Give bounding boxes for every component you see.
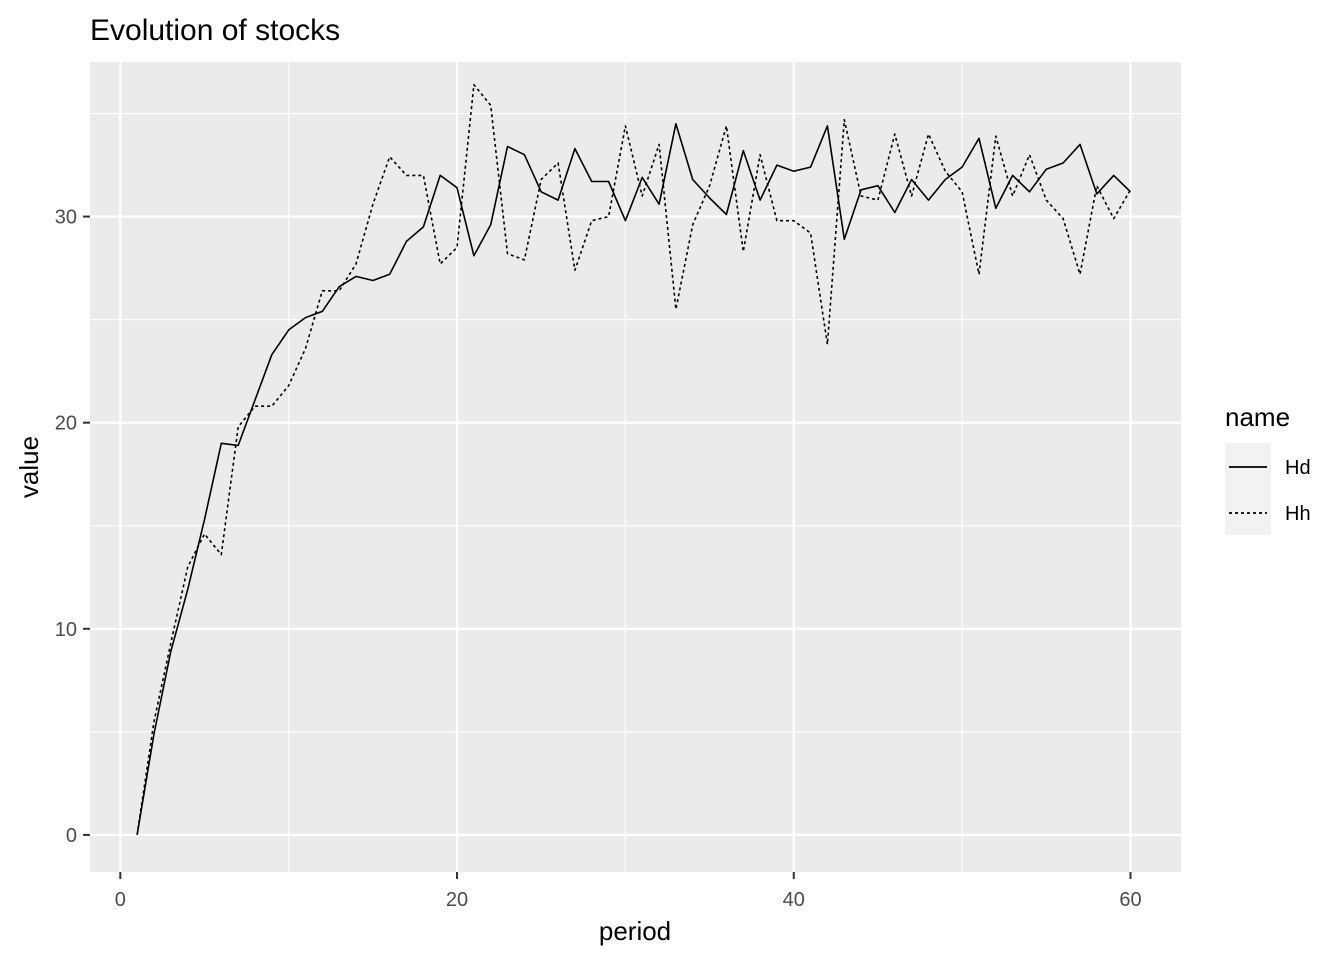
y-tick-label: 20 bbox=[55, 413, 77, 435]
plot-panel bbox=[90, 62, 1181, 872]
x-tick-label: 0 bbox=[115, 889, 126, 911]
series-lines bbox=[136, 83, 1132, 836]
legend-label-hd: Hd bbox=[1285, 457, 1311, 479]
x-tick-label: 40 bbox=[783, 889, 805, 911]
series-line-hh bbox=[136, 83, 1132, 836]
chart-title: Evolution of stocks bbox=[90, 14, 340, 47]
legend-label-hh: Hh bbox=[1285, 503, 1311, 525]
x-axis-title: period bbox=[599, 916, 671, 946]
legend-title: name bbox=[1225, 402, 1290, 432]
major-gridlines bbox=[90, 62, 1181, 872]
y-tick-label: 10 bbox=[55, 619, 77, 641]
y-tick-label: 0 bbox=[66, 825, 77, 847]
legend-key-background bbox=[1225, 443, 1271, 535]
minor-gridlines bbox=[90, 62, 1181, 872]
series-line-hd bbox=[136, 123, 1132, 836]
x-axis: 0 20 40 60 bbox=[115, 872, 1142, 911]
x-tick-label: 20 bbox=[446, 889, 468, 911]
y-axis-title: value bbox=[14, 436, 44, 498]
y-axis: 0 10 20 30 bbox=[55, 207, 90, 847]
y-tick-label: 30 bbox=[55, 207, 77, 229]
x-tick-label: 60 bbox=[1119, 889, 1141, 911]
legend: name Hd Hh bbox=[1225, 402, 1311, 535]
